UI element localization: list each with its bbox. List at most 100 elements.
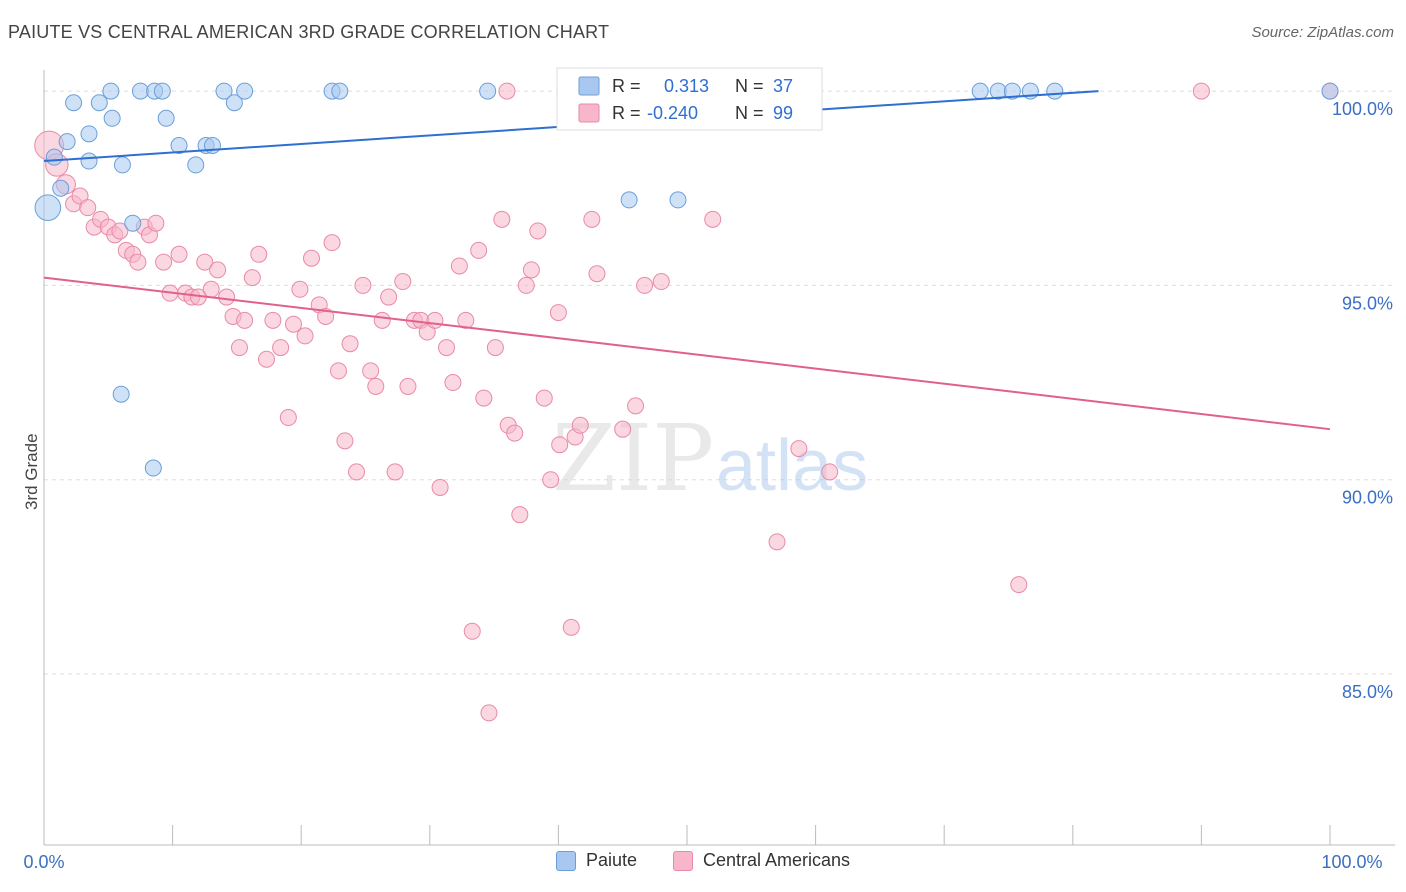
paiute-point <box>45 148 63 166</box>
x-tick-label: 0.0% <box>23 852 64 872</box>
source-label: Source: ZipAtlas.com <box>1251 24 1394 41</box>
central-americans-point <box>279 409 297 427</box>
central-americans-point <box>457 311 475 329</box>
central-americans-point <box>170 245 188 263</box>
central-americans-point <box>475 389 493 407</box>
legend-n-label: N = <box>735 76 764 96</box>
paiute-point <box>103 109 121 127</box>
central-americans-point <box>111 222 129 240</box>
central-americans-point <box>236 311 254 329</box>
paiute-point <box>971 82 989 100</box>
paiute-point <box>236 82 254 100</box>
paiute-point <box>157 109 175 127</box>
series-legend: Paiute Central Americans <box>0 850 1406 871</box>
central-americans-point <box>317 307 335 325</box>
legend-swatch-paiute <box>578 76 600 96</box>
paiute-point <box>1046 82 1064 100</box>
central-americans-point <box>426 311 444 329</box>
paiute-point <box>113 156 131 174</box>
paiute-point <box>34 194 62 221</box>
central-americans-point <box>768 533 786 551</box>
paiute-point <box>215 82 233 100</box>
central-americans-point <box>614 420 632 438</box>
central-americans-point <box>302 249 320 267</box>
paiute-point <box>80 125 98 143</box>
paiute-point <box>144 459 162 477</box>
central-americans-point <box>498 82 516 100</box>
central-americans-point <box>506 424 524 442</box>
central-americans-point <box>230 339 248 357</box>
y-tick-label: 85.0% <box>1342 682 1393 702</box>
chart-title: PAIUTE VS CENTRAL AMERICAN 3RD GRADE COR… <box>8 22 610 42</box>
central-americans-point <box>272 339 290 357</box>
central-americans-point <box>336 432 354 450</box>
y-axis-label: 3rd Grade <box>22 433 41 510</box>
paiute-point <box>102 82 120 100</box>
legend-item-central-americans: Central Americans <box>672 850 851 871</box>
paiute-point <box>620 191 638 209</box>
paiute-point <box>331 82 349 100</box>
central-americans-point <box>354 276 372 294</box>
central-americans-point <box>257 350 275 368</box>
central-americans-point <box>511 506 529 524</box>
paiute-point <box>479 82 497 100</box>
central-americans-point <box>480 704 498 722</box>
paiute-point <box>153 82 171 100</box>
central-americans-point <box>1010 576 1028 594</box>
central-americans-point <box>284 315 302 333</box>
central-americans-point <box>399 377 417 395</box>
central-americans-point <box>529 222 547 240</box>
legend-label-central-americans: Central Americans <box>702 850 851 870</box>
paiute-point <box>131 82 149 100</box>
legend-r-value: 0.313 <box>664 76 709 96</box>
central-americans-point <box>291 280 309 298</box>
central-americans-point <box>129 253 147 271</box>
y-tick-label: 95.0% <box>1342 293 1393 313</box>
central-americans-point <box>444 374 462 392</box>
central-americans-point <box>418 323 436 341</box>
watermark-atlas: atlas <box>716 426 868 506</box>
central-americans-point <box>367 377 385 395</box>
central-americans-point <box>386 463 404 481</box>
central-americans-point <box>431 478 449 496</box>
paiute-point <box>80 152 98 170</box>
central-americans-point <box>1192 82 1210 100</box>
legend-swatch-central <box>578 103 600 123</box>
legend-r-label: R = <box>612 103 641 123</box>
central-americans-point <box>652 273 670 291</box>
central-americans-point <box>535 389 553 407</box>
central-americans-point <box>517 276 535 294</box>
tick-labels: 100.0% 95.0% 90.0% 85.0% 0.0% 100.0% <box>23 99 1393 872</box>
central-americans-point <box>627 397 645 415</box>
central-americans-point <box>522 261 540 279</box>
central-americans-point <box>362 362 380 380</box>
central-americans-point <box>588 265 606 283</box>
legend-label-paiute: Paiute <box>585 850 637 870</box>
paiute-point <box>187 156 205 174</box>
central-americans-point <box>394 273 412 291</box>
central-americans-point <box>155 253 173 271</box>
central-americans-trend-line <box>43 276 1331 431</box>
paiute-point <box>58 133 76 151</box>
central-americans-point <box>571 416 589 434</box>
paiute-point <box>124 214 142 232</box>
central-americans-point <box>71 187 89 205</box>
correlation-legend: R = 0.313 N = 37 R = -0.240 N = 99 <box>556 67 823 131</box>
legend-n-value: 37 <box>773 76 793 96</box>
central-americans-point <box>470 241 488 259</box>
legend-n-value: 99 <box>773 103 793 123</box>
legend-r-value: -0.240 <box>647 103 698 123</box>
paiute-point <box>225 94 243 112</box>
paiute-point <box>1003 82 1021 100</box>
central-americans-point <box>438 339 456 357</box>
paiute-point <box>65 94 83 112</box>
legend-item-paiute: Paiute <box>555 850 637 871</box>
paiute-point <box>1321 82 1339 100</box>
central-americans-point <box>79 199 97 217</box>
central-americans-point <box>323 234 341 252</box>
central-americans-point <box>583 210 601 228</box>
central-americans-point <box>341 335 359 353</box>
central-americans-point <box>450 257 468 275</box>
y-tick-label: 100.0% <box>1332 99 1393 119</box>
grid-lines <box>44 90 1395 675</box>
